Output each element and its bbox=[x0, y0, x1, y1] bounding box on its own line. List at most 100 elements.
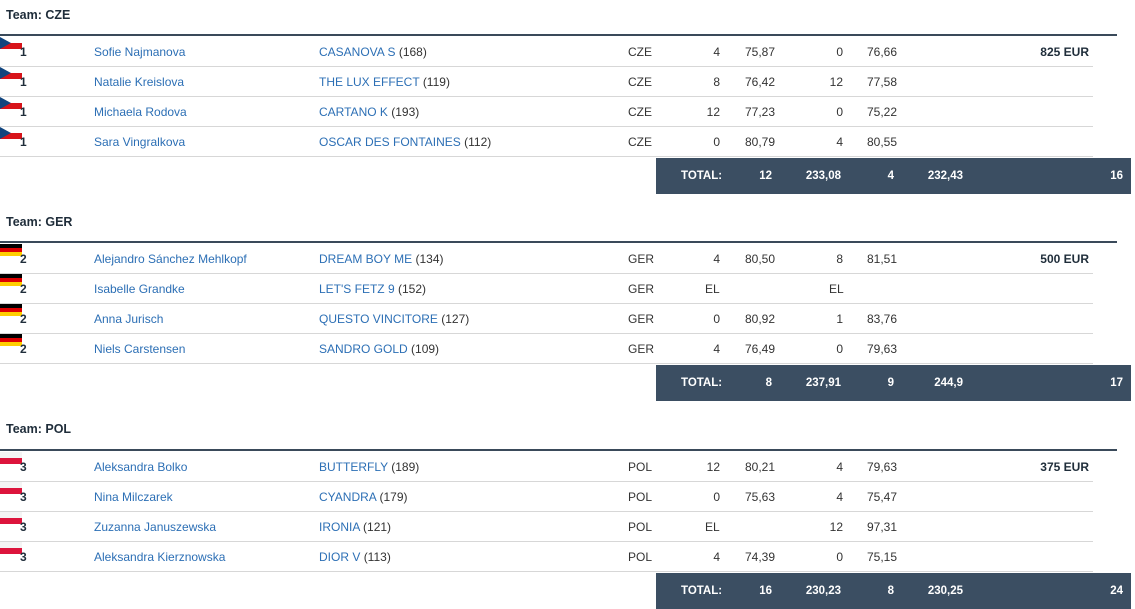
result-row: 3 Aleksandra Kierznowska DIOR V (113) PO… bbox=[0, 542, 1093, 572]
round2-time: 79,63 bbox=[866, 460, 897, 474]
nation: GER bbox=[628, 312, 655, 326]
flag-poland-icon bbox=[0, 542, 22, 554]
total-round1-time: 237,91 bbox=[805, 377, 841, 389]
round2-penalties: 0 bbox=[836, 550, 843, 564]
rider-link[interactable]: Michaela Rodova bbox=[94, 105, 187, 119]
round1-time: 80,50 bbox=[744, 252, 775, 266]
nation: GER bbox=[628, 252, 655, 266]
result-row: 2 Isabelle Grandke LET'S FETZ 9 (152) GE… bbox=[0, 274, 1093, 304]
flag-poland-icon bbox=[0, 512, 22, 524]
horse-cell: CASANOVA S (168) bbox=[319, 45, 427, 59]
total-round1-penalties: 12 bbox=[759, 170, 772, 182]
round1-penalties: 12 bbox=[706, 105, 720, 119]
round2-penalties: EL bbox=[829, 282, 844, 296]
horse-cell: SANDRO GOLD (109) bbox=[319, 342, 439, 356]
flag-poland-icon bbox=[0, 452, 22, 464]
round2-penalties: 12 bbox=[829, 520, 843, 534]
horse-cell: OSCAR DES FONTAINES (112) bbox=[319, 135, 491, 149]
rider-link[interactable]: Aleksandra Bolko bbox=[94, 460, 188, 474]
horse-number: (113) bbox=[363, 550, 391, 564]
round1-penalties: 0 bbox=[713, 312, 720, 326]
team-total-bar: TOTAL: 8 237,91 9 244,9 17 bbox=[656, 365, 1131, 401]
round1-time: 74,39 bbox=[744, 550, 775, 564]
horse-number: (119) bbox=[422, 75, 450, 89]
round2-penalties: 1 bbox=[836, 312, 843, 326]
result-row: 3 Nina Milczarek CYANDRA (179) POL 0 75,… bbox=[0, 482, 1093, 512]
flag-germany-icon bbox=[0, 304, 22, 316]
horse-link[interactable]: DREAM BOY ME bbox=[319, 252, 413, 266]
horse-link[interactable]: DIOR V bbox=[319, 550, 361, 564]
total-score: 24 bbox=[1110, 585, 1123, 597]
round1-penalties: 0 bbox=[713, 490, 720, 504]
total-round1-time: 230,23 bbox=[805, 585, 841, 597]
horse-link[interactable]: LET'S FETZ 9 bbox=[319, 282, 395, 296]
result-row: 2 Niels Carstensen SANDRO GOLD (109) GER… bbox=[0, 334, 1093, 364]
horse-link[interactable]: IRONIA bbox=[319, 520, 360, 534]
horse-link[interactable]: CARTANO K bbox=[319, 105, 388, 119]
flag-germany-icon bbox=[0, 244, 22, 256]
round1-time: 77,23 bbox=[744, 105, 775, 119]
flag-czech-republic-icon bbox=[0, 127, 22, 139]
rider-link[interactable]: Sofie Najmanova bbox=[94, 45, 186, 59]
round1-time: 76,49 bbox=[744, 342, 775, 356]
total-round2-penalties: 9 bbox=[887, 377, 894, 389]
horse-number: (112) bbox=[464, 135, 492, 149]
total-round2-time: 232,43 bbox=[927, 170, 963, 182]
rank: 2 bbox=[20, 312, 27, 326]
total-round2-penalties: 4 bbox=[887, 170, 894, 182]
horse-link[interactable]: CASANOVA S bbox=[319, 45, 396, 59]
flag-czech-republic-icon bbox=[0, 67, 22, 79]
flag-czech-republic-icon bbox=[0, 37, 22, 49]
horse-link[interactable]: OSCAR DES FONTAINES bbox=[319, 135, 461, 149]
rider-link[interactable]: Aleksandra Kierznowska bbox=[94, 550, 226, 564]
horse-cell: THE LUX EFFECT (119) bbox=[319, 75, 450, 89]
team-divider bbox=[0, 449, 1117, 451]
total-round1-penalties: 8 bbox=[765, 377, 772, 389]
rank: 1 bbox=[20, 45, 27, 59]
horse-link[interactable]: CYANDRA bbox=[319, 490, 377, 504]
nation: POL bbox=[628, 490, 653, 504]
result-row: 2 Alejandro Sánchez Mehlkopf DREAM BOY M… bbox=[0, 244, 1093, 274]
horse-link[interactable]: QUESTO VINCITORE bbox=[319, 312, 438, 326]
round1-penalties: 8 bbox=[713, 75, 720, 89]
horse-link[interactable]: SANDRO GOLD bbox=[319, 342, 408, 356]
round1-time: 75,63 bbox=[744, 490, 775, 504]
result-row: 1 Michaela Rodova CARTANO K (193) CZE 12… bbox=[0, 97, 1093, 127]
total-round1-time: 233,08 bbox=[805, 170, 841, 182]
rider-link[interactable]: Sara Vingralkova bbox=[94, 135, 186, 149]
total-label: TOTAL: bbox=[681, 377, 723, 389]
horse-number: (109) bbox=[411, 342, 440, 356]
rider-link[interactable]: Niels Carstensen bbox=[94, 342, 186, 356]
rider-link[interactable]: Isabelle Grandke bbox=[94, 282, 185, 296]
round1-penalties: EL bbox=[705, 520, 720, 534]
round1-penalties: 4 bbox=[713, 252, 720, 266]
flag-poland-icon bbox=[0, 482, 22, 494]
result-row: 1 Sara Vingralkova OSCAR DES FONTAINES (… bbox=[0, 127, 1093, 157]
team-total-bar: TOTAL: 16 230,23 8 230,25 24 bbox=[656, 573, 1131, 609]
prize-money: 500 EUR bbox=[1040, 252, 1089, 266]
rider-link[interactable]: Nina Milczarek bbox=[94, 490, 173, 504]
horse-cell: LET'S FETZ 9 (152) bbox=[319, 282, 426, 296]
horse-number: (134) bbox=[415, 252, 444, 266]
rider-link[interactable]: Natalie Kreislova bbox=[94, 75, 185, 89]
round2-penalties: 0 bbox=[836, 45, 843, 59]
rank: 1 bbox=[20, 75, 27, 89]
horse-link[interactable]: BUTTERFLY bbox=[319, 460, 388, 474]
total-score: 17 bbox=[1110, 377, 1123, 389]
horse-cell: DIOR V (113) bbox=[319, 550, 391, 564]
flag-germany-icon bbox=[0, 334, 22, 346]
rank: 2 bbox=[20, 252, 27, 266]
rider-link[interactable]: Alejandro Sánchez Mehlkopf bbox=[94, 252, 247, 266]
rank: 1 bbox=[20, 105, 27, 119]
horse-number: (168) bbox=[398, 45, 427, 59]
round2-time: 75,15 bbox=[866, 550, 897, 564]
horse-cell: CYANDRA (179) bbox=[319, 490, 407, 504]
round2-penalties: 0 bbox=[836, 105, 843, 119]
result-row: 1 Sofie Najmanova CASANOVA S (168) CZE 4… bbox=[0, 37, 1093, 67]
rider-link[interactable]: Anna Jurisch bbox=[94, 312, 164, 326]
round1-time: 80,92 bbox=[744, 312, 775, 326]
rank: 3 bbox=[20, 550, 27, 564]
horse-cell: BUTTERFLY (189) bbox=[319, 460, 419, 474]
rider-link[interactable]: Zuzanna Januszewska bbox=[94, 520, 217, 534]
horse-link[interactable]: THE LUX EFFECT bbox=[319, 75, 420, 89]
